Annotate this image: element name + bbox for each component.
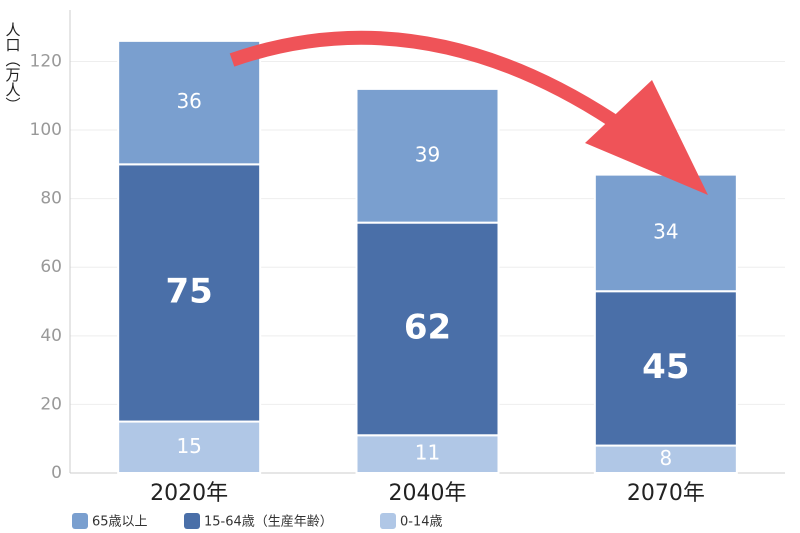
bar-segment: [593, 173, 738, 293]
legend-swatch: [72, 513, 88, 529]
legend-swatch: [380, 513, 396, 529]
value-label: 11: [415, 441, 440, 465]
bar-segment: [355, 87, 500, 224]
value-label: 62: [404, 307, 451, 347]
y-tick-label: 0: [51, 463, 62, 483]
x-tick-label: 2070年: [627, 481, 705, 506]
legend-label: 65歳以上: [92, 515, 148, 530]
value-label: 45: [642, 347, 689, 387]
bar-segment: [117, 420, 262, 474]
bar-segment: [355, 221, 500, 437]
bar-segment: [117, 163, 262, 423]
arrow-head: [585, 80, 708, 195]
bar-segment: [593, 290, 738, 447]
value-label: 15: [176, 434, 201, 458]
value-label: 75: [166, 271, 213, 311]
y-tick-label: 60: [40, 257, 62, 277]
legend-label: 0-14歳: [400, 515, 443, 530]
y-tick-label: 40: [40, 326, 62, 346]
x-tick-label: 2040年: [389, 481, 467, 506]
y-tick-label: 80: [40, 189, 62, 209]
x-tick-label: 2020年: [150, 481, 228, 506]
value-label: 39: [415, 142, 440, 166]
plot: 0 20 40 60 80 100 120 15 75 36 2020年 11 62 39 2040年 8 45…: [30, 10, 785, 530]
y-tick-label: 100: [30, 120, 62, 140]
value-label: 36: [176, 89, 201, 113]
y-tick-label: 20: [40, 394, 62, 414]
legend-label: 15-64歳（生産年齢）: [204, 514, 333, 530]
value-label: 8: [659, 446, 672, 470]
value-label: 34: [653, 219, 678, 243]
legend-swatch: [184, 513, 200, 529]
y-axis-label: 人口（万人）: [4, 22, 22, 112]
arrow: [229, 30, 708, 195]
y-tick-label: 120: [30, 51, 62, 71]
arrow-shaft: [229, 30, 616, 126]
